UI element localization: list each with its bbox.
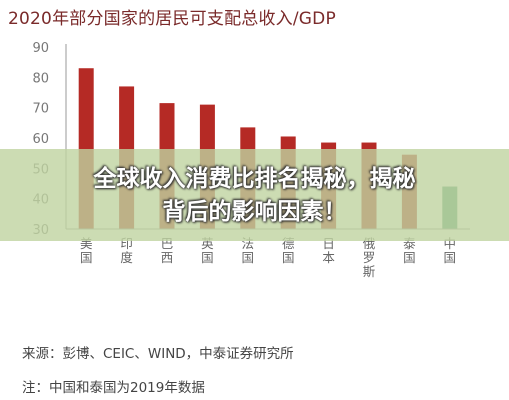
x-tick-label: 国 [444,250,457,265]
x-tick-label: 度 [120,250,133,265]
x-tick-label: 国 [201,250,214,265]
overlay-headline-line2: 背后的影响因素！ [162,199,347,225]
x-tick-label: 国 [242,250,255,265]
y-tick-label: 80 [32,71,49,86]
overlay-headline: 全球收入消费比排名揭秘，揭秘 背后的影响因素！ [0,163,509,229]
x-tick-label: 国 [403,250,416,265]
x-tick-label: 本 [322,250,335,265]
x-tick-label: 国 [80,250,93,265]
chart-title: 2020年部分国家的居民可支配总收入/GDP [8,9,336,29]
data-note: 注：中国和泰国为2019年数据 [22,380,205,396]
y-tick-label: 60 [32,132,49,147]
x-tick-label: 罗 [363,250,376,265]
y-tick-label: 90 [32,41,49,56]
overlay-banner [0,149,509,241]
overlay-headline-line1: 全球收入消费比排名揭秘，揭秘 [93,166,416,192]
y-tick-label: 70 [32,102,49,117]
x-tick-label: 西 [161,250,174,265]
source-note: 来源：彭博、CEIC、WIND，中泰证券研究所 [22,346,294,362]
x-tick-label: 斯 [363,264,376,279]
x-tick-label: 国 [282,250,295,265]
